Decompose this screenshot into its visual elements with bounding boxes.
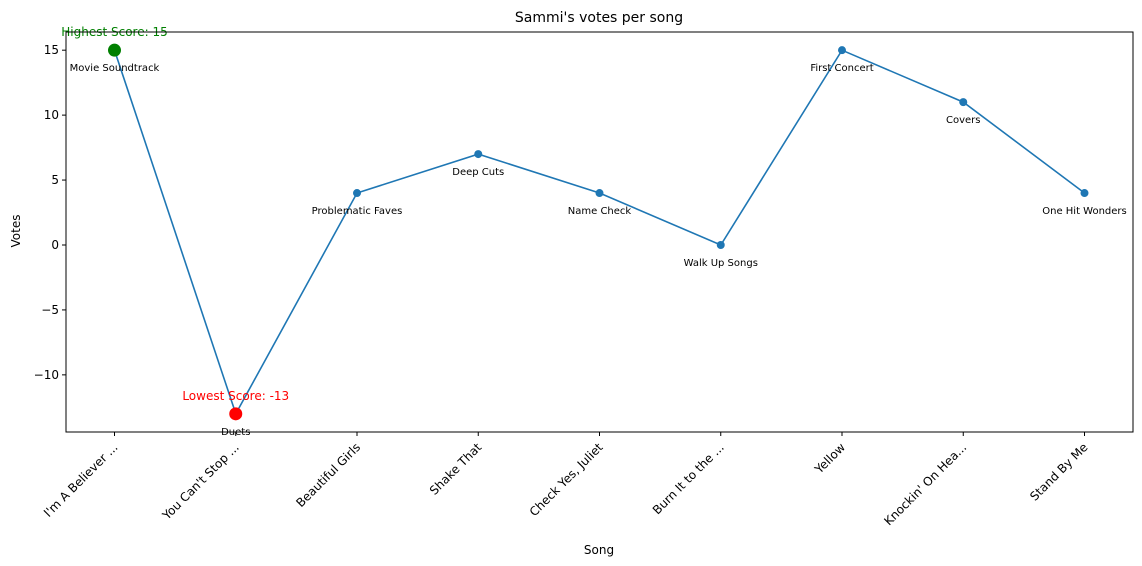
x-tick-label: Burn It to the ...	[650, 440, 727, 517]
data-point	[1080, 189, 1089, 198]
x-tick-label: Beautiful Girls	[293, 440, 363, 510]
point-label: Walk Up Songs	[684, 258, 758, 269]
y-tick-label: 0	[51, 238, 59, 252]
point-label: First Concert	[810, 63, 873, 74]
data-point	[716, 240, 725, 249]
point-label: Name Check	[568, 206, 632, 217]
plot-frame	[65, 31, 1134, 433]
y-tick-label: −10	[34, 368, 59, 382]
y-axis-title: Votes	[9, 215, 23, 248]
x-tick-label: Knockin' On Hea...	[881, 440, 969, 528]
x-tick-label: Check Yes, Juliet	[527, 440, 606, 519]
data-point	[959, 98, 968, 107]
point-label: Deep Cuts	[452, 167, 504, 178]
data-point	[595, 189, 604, 198]
y-tick-label: 5	[51, 173, 59, 187]
data-point	[474, 150, 483, 159]
x-tick-label: Stand By Me	[1027, 440, 1090, 503]
x-axis-title: Song	[584, 543, 614, 557]
x-tick-label: I'm A Believer ...	[41, 440, 121, 520]
point-label: Covers	[946, 115, 981, 126]
x-tick-label: Shake That	[427, 440, 485, 498]
point-label: Problematic Faves	[312, 206, 403, 217]
highlight-point	[108, 43, 121, 57]
point-label: One Hit Wonders	[1042, 206, 1127, 217]
y-tick-label: −5	[41, 303, 59, 317]
plot-area: 15 10 5 0 −5 −10 I'm A Believer ... You Can't S…	[34, 25, 1127, 528]
point-label: Movie Soundtrack	[70, 63, 160, 74]
data-point	[838, 46, 846, 55]
x-tick-label: You Can't Stop ...	[159, 440, 242, 523]
chart-title: Sammi's votes per song	[515, 10, 683, 26]
series-line	[113, 49, 1085, 416]
y-tick-label: 15	[44, 43, 59, 57]
data-point	[353, 189, 361, 198]
y-tick-label: 10	[44, 108, 59, 122]
highlight-point	[229, 407, 243, 421]
highlight-annotation: Lowest Score: -13	[182, 389, 289, 403]
x-tick-label: Yellow	[811, 440, 848, 477]
